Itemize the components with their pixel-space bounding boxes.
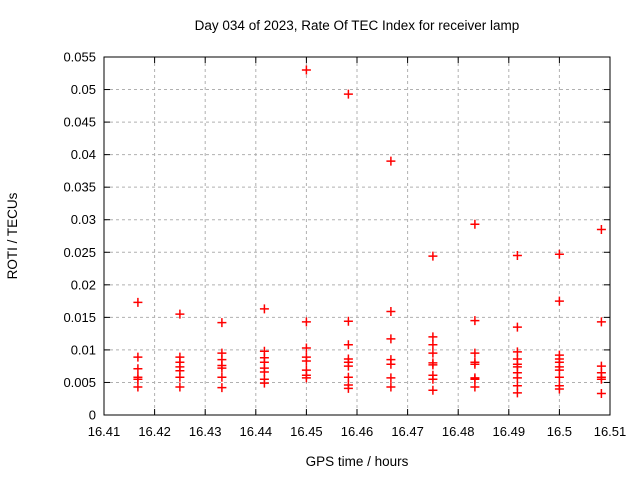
data-point-marker (343, 361, 353, 371)
data-point-marker (217, 383, 227, 393)
data-point-marker (217, 318, 227, 328)
data-point-marker (512, 251, 522, 261)
x-tick-label: 16.49 (493, 424, 526, 439)
x-tick-label: 16.47 (391, 424, 424, 439)
y-tick-label: 0.05 (71, 82, 96, 97)
x-tick-label: 16.44 (240, 424, 273, 439)
data-point-marker (301, 317, 311, 327)
x-axis-label: GPS time / hours (306, 454, 409, 469)
data-point-marker (386, 334, 396, 344)
data-points (133, 65, 606, 399)
data-point-marker (301, 373, 311, 383)
data-point-marker (554, 372, 564, 382)
x-tick-label: 16.51 (594, 424, 627, 439)
data-point-marker (386, 156, 396, 166)
data-point-marker (343, 340, 353, 350)
y-tick-label: 0.045 (63, 115, 96, 130)
data-point-marker (343, 372, 353, 382)
data-point-marker (259, 304, 269, 314)
data-point-marker (470, 316, 480, 326)
tick-labels: 0 0.005 0.01 0.015 0.02 0.025 0.03 0.035 0.04 0.0… (63, 50, 626, 440)
data-point-marker (428, 251, 438, 261)
chart-title: Day 034 of 2023, Rate Of TEC Index for r… (195, 18, 520, 33)
x-tick-label: 16.43 (189, 424, 222, 439)
x-tick-label: 16.46 (341, 424, 374, 439)
gridlines (104, 57, 610, 415)
data-point-marker (301, 65, 311, 75)
data-point-marker (554, 384, 564, 394)
y-tick-label: 0.005 (63, 375, 96, 390)
y-tick-label: 0.04 (71, 147, 96, 162)
data-point-marker (301, 343, 311, 353)
x-tick-label: 16.45 (290, 424, 323, 439)
data-point-marker (596, 389, 606, 399)
x-tick-label: 16.5 (547, 424, 572, 439)
data-point-marker (470, 374, 480, 384)
data-point-marker (259, 378, 269, 388)
data-point-marker (175, 372, 185, 382)
data-point-marker (386, 373, 396, 383)
data-point-marker (470, 382, 480, 392)
data-point-marker (133, 374, 143, 384)
x-tick-label: 16.48 (442, 424, 475, 439)
data-point-marker (217, 363, 227, 373)
data-point-marker (133, 382, 143, 392)
axes (103, 56, 611, 416)
data-point-marker (428, 385, 438, 395)
y-tick-label: 0.035 (63, 180, 96, 195)
data-point-marker (512, 373, 522, 383)
data-point-marker (470, 348, 480, 358)
y-axis-label: ROTI / TECUs (5, 192, 20, 279)
data-point-marker (470, 359, 480, 369)
y-tick-label: 0.015 (63, 310, 96, 325)
data-point-marker (175, 309, 185, 319)
data-point-marker (596, 224, 606, 234)
y-tick-label: 0.055 (63, 50, 96, 65)
data-point-marker (470, 219, 480, 229)
y-tick-label: 0.02 (71, 277, 96, 292)
data-point-marker (343, 316, 353, 326)
x-tick-label: 16.42 (138, 424, 171, 439)
data-point-marker (428, 340, 438, 350)
data-point-marker (133, 297, 143, 307)
data-point-marker (175, 382, 185, 392)
data-point-marker (428, 348, 438, 358)
data-point-marker (428, 360, 438, 370)
data-point-marker (301, 356, 311, 366)
data-point-marker (386, 307, 396, 317)
data-point-marker (512, 388, 522, 398)
data-point-marker (133, 364, 143, 374)
y-tick-label: 0 (89, 408, 96, 423)
data-point-marker (386, 382, 396, 392)
data-point-marker (596, 374, 606, 384)
data-point-marker (554, 296, 564, 306)
data-point-marker (428, 332, 438, 342)
data-point-marker (512, 322, 522, 332)
data-point-marker (343, 89, 353, 99)
data-point-marker (217, 372, 227, 382)
data-point-marker (386, 359, 396, 369)
y-tick-label: 0.01 (71, 342, 96, 357)
y-tick-label: 0.025 (63, 245, 96, 260)
data-point-marker (596, 317, 606, 327)
y-tick-label: 0.03 (71, 212, 96, 227)
data-point-marker (343, 383, 353, 393)
data-point-marker (554, 249, 564, 259)
data-point-marker (133, 352, 143, 362)
x-tick-label: 16.41 (88, 424, 121, 439)
data-point-marker (428, 374, 438, 384)
